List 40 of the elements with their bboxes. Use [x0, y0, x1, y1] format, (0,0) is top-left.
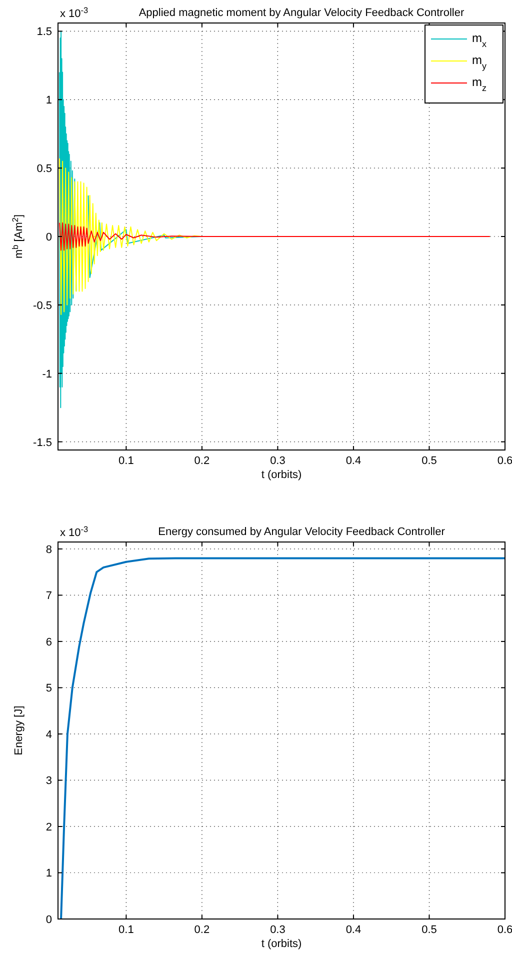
- x-tick-label: 0.1: [118, 455, 134, 467]
- y-tick-label: 1: [46, 94, 52, 107]
- line-series: [60, 557, 506, 920]
- y-tick-label: 4: [46, 728, 52, 741]
- line-series: [59, 222, 490, 251]
- legend-label: m$_{y}$: [472, 53, 487, 71]
- x-tick-label: 0.5: [422, 455, 437, 467]
- x-tick-label: 0.5: [422, 924, 437, 936]
- y-tick-label: 7: [46, 590, 52, 602]
- y-tick-label: -0.5: [33, 300, 52, 312]
- x-tick-label: 0.3: [270, 924, 286, 936]
- x-axis-title: t (orbits): [261, 469, 302, 481]
- text: x 10$^{-3}$: [60, 524, 89, 539]
- y-tick-label: 6: [46, 636, 52, 648]
- y-tick-label: 0.5: [36, 163, 52, 176]
- x-tick-label: 0.6: [497, 924, 512, 936]
- y-tick-label: 0: [46, 914, 52, 926]
- y-axis-title: Energy [J]: [13, 706, 25, 756]
- x-tick-label: 0.1: [118, 924, 134, 936]
- y-tick-label: 3: [46, 775, 52, 788]
- legend-label: m$_{z}$: [472, 75, 487, 93]
- y-tick-label: -1: [42, 368, 52, 380]
- x-axis-title: t (orbits): [261, 938, 302, 950]
- y-tick-label: 0: [46, 232, 52, 244]
- y-tick-label: 1.5: [36, 26, 52, 38]
- chart-title: Energy consumed by Angular Velocity Feedback Controller: [158, 526, 446, 538]
- chart-title: Applied magnetic moment by Angular Velocity Feedback Controller: [138, 7, 464, 19]
- x-tick-label: 0.3: [270, 455, 286, 467]
- y-tick-label: -1.5: [33, 436, 52, 449]
- x-tick-label: 0.4: [346, 924, 362, 936]
- text: x 10$^{-3}$: [60, 6, 89, 20]
- x-tick-label: 0.2: [194, 455, 210, 467]
- x-tick-label: 0.2: [194, 924, 210, 936]
- y-tick-label: 1: [46, 868, 52, 880]
- y-tick-label: 8: [46, 544, 52, 556]
- legend-label: m$_{x}$: [472, 31, 487, 49]
- x-tick-label: 0.4: [346, 455, 362, 467]
- x-tick-label: 0.6: [497, 455, 512, 467]
- y-tick-label: 2: [46, 821, 52, 834]
- y-tick-label: 5: [46, 682, 52, 695]
